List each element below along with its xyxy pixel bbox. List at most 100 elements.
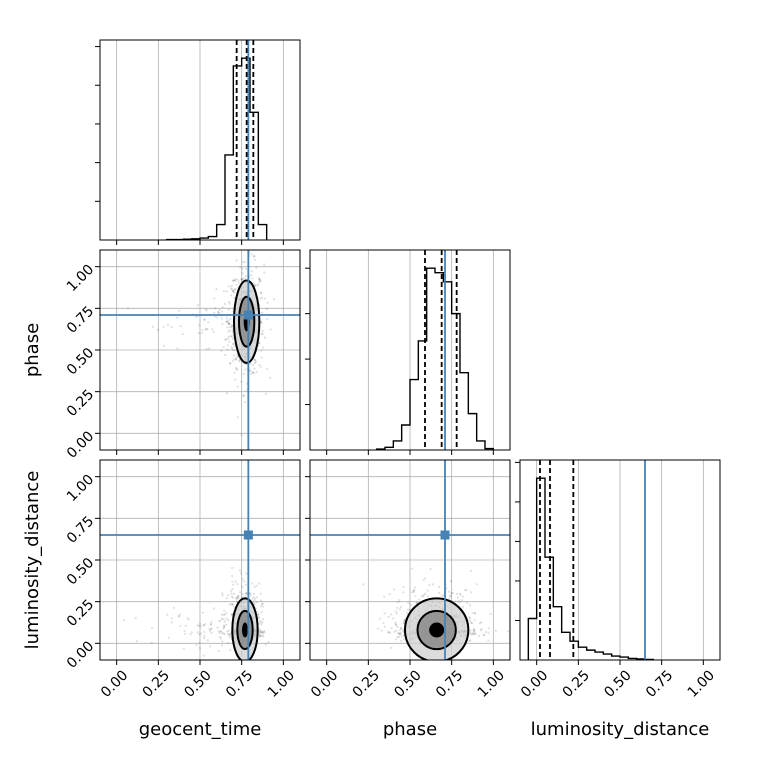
sample-point: [222, 618, 225, 621]
contour-inner: [238, 295, 256, 348]
sample-point: [251, 371, 254, 374]
sample-point: [229, 362, 232, 365]
sample-point: [237, 595, 240, 599]
sample-point: [220, 617, 224, 620]
sample-point: [399, 626, 402, 630]
sample-point: [469, 639, 472, 642]
sample-point: [233, 605, 236, 608]
sample-point: [414, 594, 417, 598]
sample-point: [258, 280, 261, 283]
y-tick-label: 0.75: [64, 303, 97, 336]
sample-point: [402, 630, 405, 633]
sample-point: [395, 623, 398, 627]
sample-point: [262, 635, 265, 638]
sample-point: [228, 329, 231, 332]
sample-point: [469, 633, 473, 636]
sample-point: [236, 583, 239, 586]
sample-point: [400, 639, 403, 642]
sample-point: [258, 628, 262, 631]
sample-point: [479, 629, 483, 632]
sample-point: [203, 634, 206, 638]
sample-point: [489, 613, 492, 616]
sample-point: [388, 631, 391, 634]
sample-point: [494, 629, 498, 632]
sample-point: [252, 592, 255, 595]
sample-point: [238, 359, 241, 363]
y-tick-label: 0.00: [64, 428, 97, 461]
sample-point: [196, 624, 199, 627]
sample-point: [398, 608, 402, 611]
y-tick-label: 1.00: [64, 472, 97, 505]
sample-point: [232, 342, 235, 346]
sample-point: [378, 617, 382, 620]
sample-point: [225, 623, 228, 626]
sample-point: [219, 630, 222, 633]
sample-point: [176, 316, 179, 319]
sample-point: [448, 597, 451, 600]
sample-point: [240, 433, 243, 437]
sample-point: [135, 640, 138, 643]
sample-point: [199, 625, 202, 628]
sample-point: [241, 577, 244, 580]
sample-point: [471, 611, 474, 615]
sample-point: [243, 580, 246, 583]
sample-point: [232, 354, 236, 357]
sample-point: [244, 591, 248, 594]
sample-point: [513, 627, 515, 629]
sample-point: [441, 594, 444, 597]
sample-point: [230, 603, 233, 606]
sample-point: [206, 327, 209, 331]
sample-point: [267, 640, 270, 644]
sample-point: [233, 349, 236, 352]
contours-phase-luminosity-distance: [404, 597, 470, 660]
sample-point: [126, 307, 130, 310]
sample-point: [376, 627, 380, 630]
sample-point: [197, 625, 201, 628]
sample-point: [196, 303, 200, 307]
sample-point: [403, 637, 406, 640]
sample-point: [241, 267, 244, 270]
sample-point: [391, 617, 395, 620]
sample-point: [216, 310, 220, 314]
sample-point: [198, 641, 201, 644]
sample-point: [261, 602, 264, 605]
sample-point: [241, 592, 245, 596]
sample-point: [219, 637, 223, 640]
sample-point: [236, 416, 239, 419]
sample-point: [223, 302, 227, 306]
sample-point: [237, 279, 240, 282]
sample-point: [190, 631, 193, 634]
sample-point: [177, 309, 181, 312]
sample-point: [473, 628, 476, 632]
sample-point: [234, 288, 237, 291]
sample-point: [466, 602, 469, 605]
sample-point: [226, 348, 229, 351]
sample-point: [465, 588, 468, 591]
sample-point: [241, 585, 244, 588]
sample-point: [464, 589, 467, 592]
sample-point: [221, 305, 224, 309]
sample-point: [459, 592, 462, 595]
sample-point: [217, 649, 220, 653]
sample-point: [223, 633, 226, 636]
sample-point: [205, 348, 208, 351]
sample-point: [227, 285, 230, 288]
sample-point: [411, 567, 414, 570]
sample-point: [236, 368, 239, 371]
sample-point: [238, 591, 242, 594]
sample-point: [424, 592, 427, 595]
sample-point: [217, 620, 221, 623]
sample-point: [469, 629, 472, 632]
sample-point: [213, 315, 216, 318]
sample-point: [252, 255, 255, 258]
sample-point: [238, 359, 242, 362]
sample-point: [201, 611, 205, 614]
sample-point: [253, 367, 256, 370]
sample-point: [226, 633, 230, 636]
sample-point: [225, 597, 229, 600]
sample-point: [203, 636, 206, 640]
sample-point: [234, 580, 237, 583]
sample-point: [258, 633, 261, 636]
sample-point: [259, 629, 262, 633]
sample-point: [266, 367, 269, 371]
